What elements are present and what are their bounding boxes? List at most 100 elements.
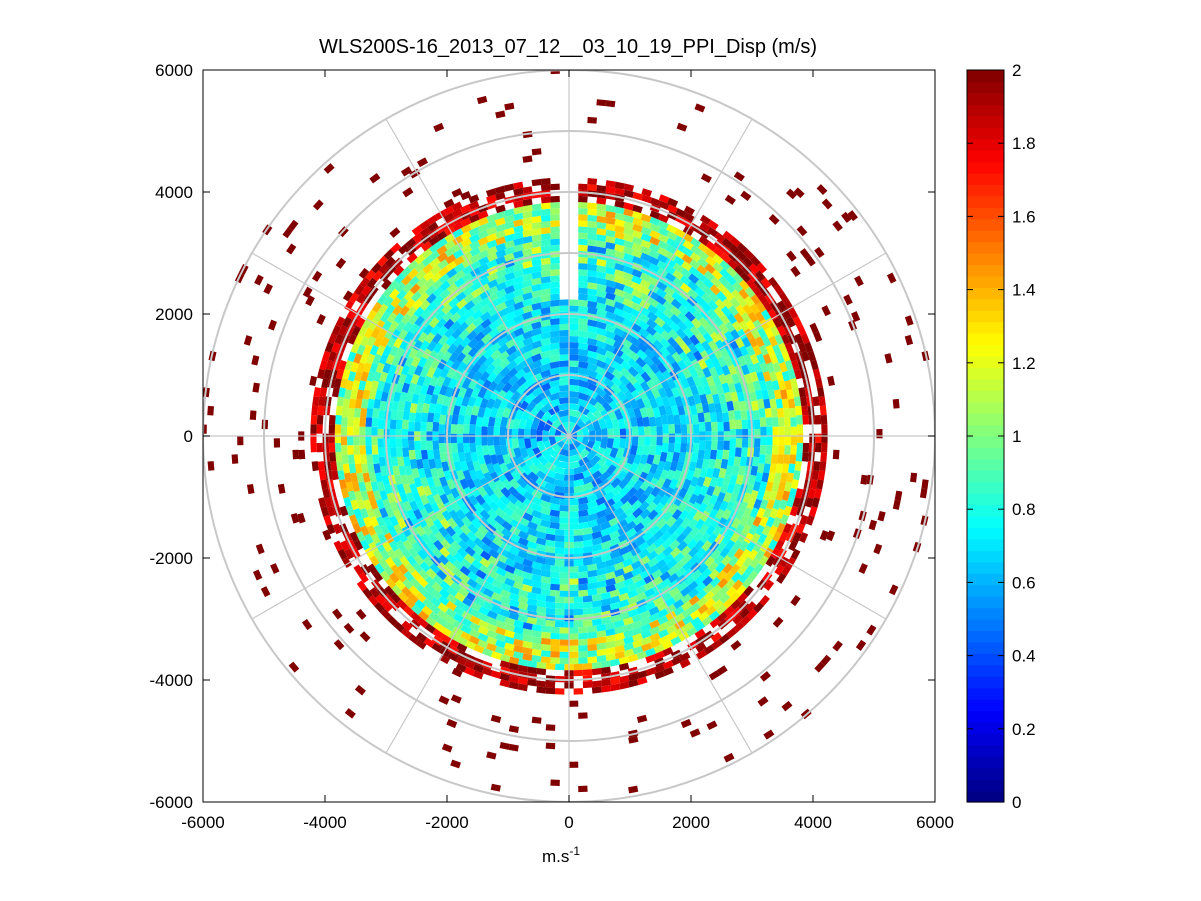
data-cell — [578, 785, 588, 793]
data-cell — [745, 319, 757, 332]
data-cell — [409, 283, 421, 295]
data-cell — [702, 384, 712, 396]
data-cell — [486, 213, 498, 223]
data-cell — [635, 462, 646, 474]
data-cell — [505, 345, 518, 356]
data-cell — [486, 616, 498, 626]
data-cell — [735, 304, 746, 316]
data-cell — [735, 556, 746, 568]
data-cell — [777, 407, 785, 418]
data-cell — [612, 354, 625, 365]
data-cell — [397, 563, 409, 575]
data-cell — [680, 267, 692, 279]
data-cell — [646, 501, 658, 513]
data-cell — [464, 315, 476, 327]
data-cell — [540, 356, 551, 366]
data-cell — [404, 563, 416, 575]
data-cell — [452, 248, 465, 260]
data-cell — [467, 564, 479, 575]
data-cell — [710, 516, 721, 529]
data-cell — [531, 567, 542, 576]
data-cell — [652, 406, 661, 418]
data-cell — [358, 380, 367, 391]
data-cell — [688, 461, 697, 472]
data-cell — [637, 436, 645, 446]
data-cell — [711, 639, 723, 650]
data-cell — [591, 531, 603, 540]
data-cell — [623, 227, 634, 236]
data-cell — [373, 398, 381, 409]
data-cell — [735, 438, 743, 448]
data-cell — [558, 384, 569, 392]
data-cell — [701, 540, 713, 552]
data-cell — [656, 460, 666, 472]
data-cell — [335, 414, 342, 425]
data-cell — [369, 362, 379, 374]
data-cell — [573, 541, 584, 549]
data-cell — [470, 362, 482, 374]
data-cell — [339, 378, 348, 389]
data-cell — [700, 510, 711, 522]
data-cell — [508, 611, 520, 621]
data-cell — [716, 412, 724, 423]
colorbar-tick-label: 1.4 — [1012, 281, 1036, 300]
data-cell — [690, 452, 699, 463]
data-cell — [569, 461, 581, 469]
data-cell — [755, 336, 765, 348]
data-cell — [540, 493, 552, 503]
data-cell — [508, 546, 520, 556]
data-cell — [815, 433, 822, 444]
data-cell — [369, 344, 379, 356]
data-cell — [726, 400, 735, 412]
data-cell — [424, 332, 436, 344]
data-cell — [514, 361, 526, 373]
data-cell — [703, 516, 714, 528]
data-cell — [609, 530, 621, 540]
data-cell — [423, 324, 434, 336]
data-cell — [419, 339, 430, 352]
data-cell — [553, 485, 565, 494]
data-cell — [405, 391, 414, 403]
data-cell — [403, 605, 415, 617]
data-cell — [781, 490, 791, 502]
data-cell — [919, 488, 928, 499]
data-cell — [718, 323, 730, 335]
data-cell — [796, 414, 803, 425]
data-cell — [504, 636, 515, 645]
data-cell — [452, 228, 464, 239]
data-cell — [504, 564, 516, 574]
data-cell — [506, 501, 518, 512]
data-cell — [486, 397, 496, 410]
data-cell — [345, 481, 354, 493]
data-cell — [540, 569, 551, 578]
data-cell — [368, 319, 379, 331]
data-cell — [522, 647, 533, 655]
data-cell — [759, 594, 770, 607]
data-cell — [701, 340, 712, 352]
data-cell — [559, 639, 569, 646]
data-cell — [626, 373, 638, 386]
data-cell — [415, 269, 427, 281]
data-cell — [400, 474, 409, 486]
data-cell — [596, 321, 607, 330]
data-cell — [333, 540, 344, 552]
data-cell — [464, 545, 476, 557]
data-cell — [486, 751, 497, 760]
data-cell — [499, 358, 511, 369]
data-cell — [432, 574, 444, 586]
data-cell — [391, 532, 401, 544]
data-cell — [366, 407, 374, 418]
data-cell — [504, 551, 516, 561]
data-cell — [671, 405, 680, 416]
data-cell — [698, 611, 710, 622]
data-cell — [477, 524, 489, 536]
data-cell — [413, 306, 425, 318]
data-cell — [827, 375, 835, 387]
data-cell — [495, 620, 507, 630]
data-cell — [545, 620, 556, 628]
data-cell — [587, 506, 598, 516]
data-cell — [605, 273, 616, 282]
data-cell — [425, 540, 437, 552]
data-cell — [436, 317, 447, 329]
data-cell — [595, 359, 607, 370]
